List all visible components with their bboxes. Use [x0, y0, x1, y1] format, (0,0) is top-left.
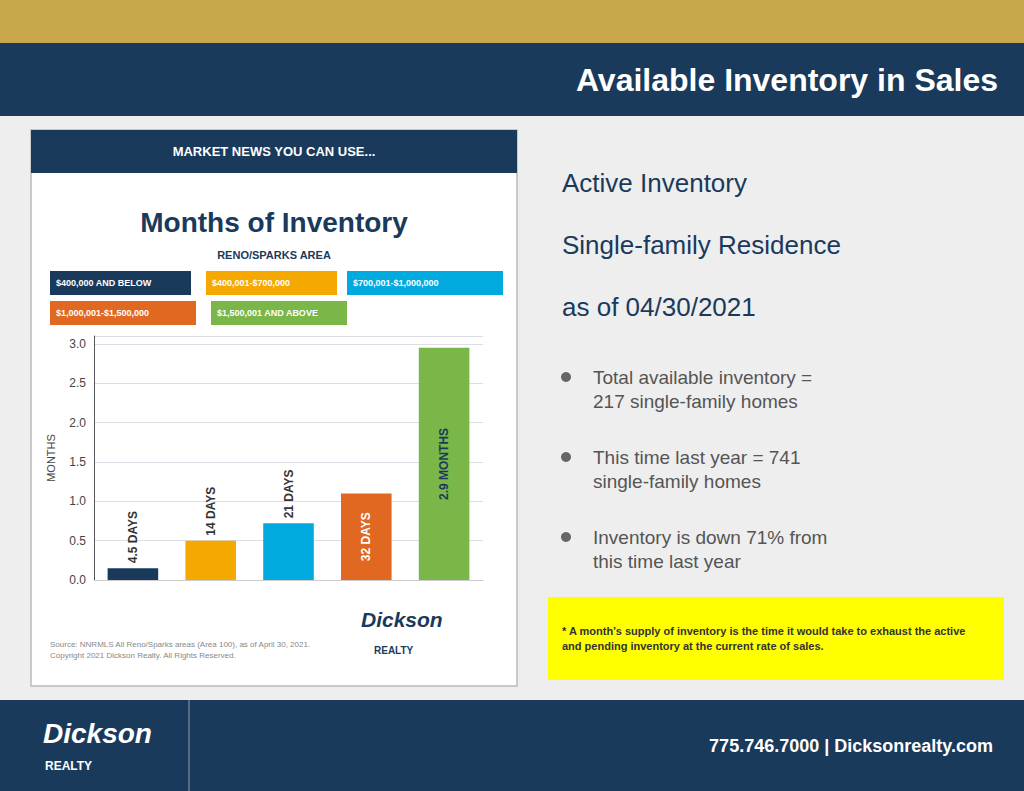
svg-text:Dickson: Dickson [361, 608, 443, 631]
svg-text:2.9 MONTHS: 2.9 MONTHS [437, 428, 451, 500]
svg-text:$700,001-$1,000,000: $700,001-$1,000,000 [353, 278, 439, 288]
svg-text:Active Inventory: Active Inventory [562, 168, 747, 198]
svg-text:REALTY: REALTY [374, 645, 414, 656]
svg-text:as of 04/30/2021: as of 04/30/2021 [562, 292, 756, 322]
svg-text:$1,000,001-$1,500,000: $1,000,001-$1,500,000 [56, 308, 149, 318]
svg-text:0.5: 0.5 [69, 534, 86, 548]
svg-text:3.0: 3.0 [69, 337, 86, 351]
svg-text:2.5: 2.5 [69, 376, 86, 390]
svg-text:$400,000 AND BELOW: $400,000 AND BELOW [56, 278, 152, 288]
svg-text:Copyright 2021 Dickson Realty.: Copyright 2021 Dickson Realty. All Right… [50, 651, 236, 660]
svg-text:Source: NNRMLS All Reno/Sparks: Source: NNRMLS All Reno/Sparks areas (Ar… [50, 640, 310, 649]
svg-text:MARKET NEWS YOU CAN USE...: MARKET NEWS YOU CAN USE... [173, 144, 376, 159]
svg-text:This time last year = 741: This time last year = 741 [593, 447, 801, 468]
svg-text:Single-family Residence: Single-family Residence [562, 230, 841, 260]
svg-text:and pending inventory at the c: and pending inventory at the current rat… [562, 640, 824, 652]
svg-text:0.0: 0.0 [69, 573, 86, 587]
svg-text:RENO/SPARKS AREA: RENO/SPARKS AREA [217, 249, 331, 261]
svg-text:4.5 DAYS: 4.5 DAYS [126, 511, 140, 563]
svg-text:* A month’s supply of inventor: * A month’s supply of inventory is the t… [562, 625, 968, 637]
svg-text:775.746.7000 | Dicksonrealty.c: 775.746.7000 | Dicksonrealty.com [709, 736, 993, 756]
svg-text:14 DAYS: 14 DAYS [204, 487, 218, 536]
svg-text:this time last year: this time last year [593, 551, 741, 572]
svg-text:Months of Inventory: Months of Inventory [140, 207, 408, 238]
svg-text:Inventory is down 71% from: Inventory is down 71% from [593, 527, 827, 548]
svg-text:single-family homes: single-family homes [593, 471, 761, 492]
svg-text:$400,001-$700,000: $400,001-$700,000 [212, 278, 290, 288]
svg-text:Total available inventory =: Total available inventory = [593, 367, 812, 388]
svg-text:Available Inventory in Sales: Available Inventory in Sales [576, 62, 998, 98]
svg-text:1.0: 1.0 [69, 494, 86, 508]
svg-text:2.0: 2.0 [69, 416, 86, 430]
svg-text:21 DAYS: 21 DAYS [282, 469, 296, 518]
svg-text:1.5: 1.5 [69, 455, 86, 469]
svg-text:$1,500,001 AND ABOVE: $1,500,001 AND ABOVE [217, 308, 318, 318]
svg-text:217 single-family homes: 217 single-family homes [593, 391, 798, 412]
svg-text:REALTY: REALTY [45, 759, 92, 773]
svg-text:32 DAYS: 32 DAYS [359, 512, 373, 561]
svg-text:MONTHS: MONTHS [45, 434, 57, 482]
svg-text:Dickson: Dickson [43, 718, 152, 749]
